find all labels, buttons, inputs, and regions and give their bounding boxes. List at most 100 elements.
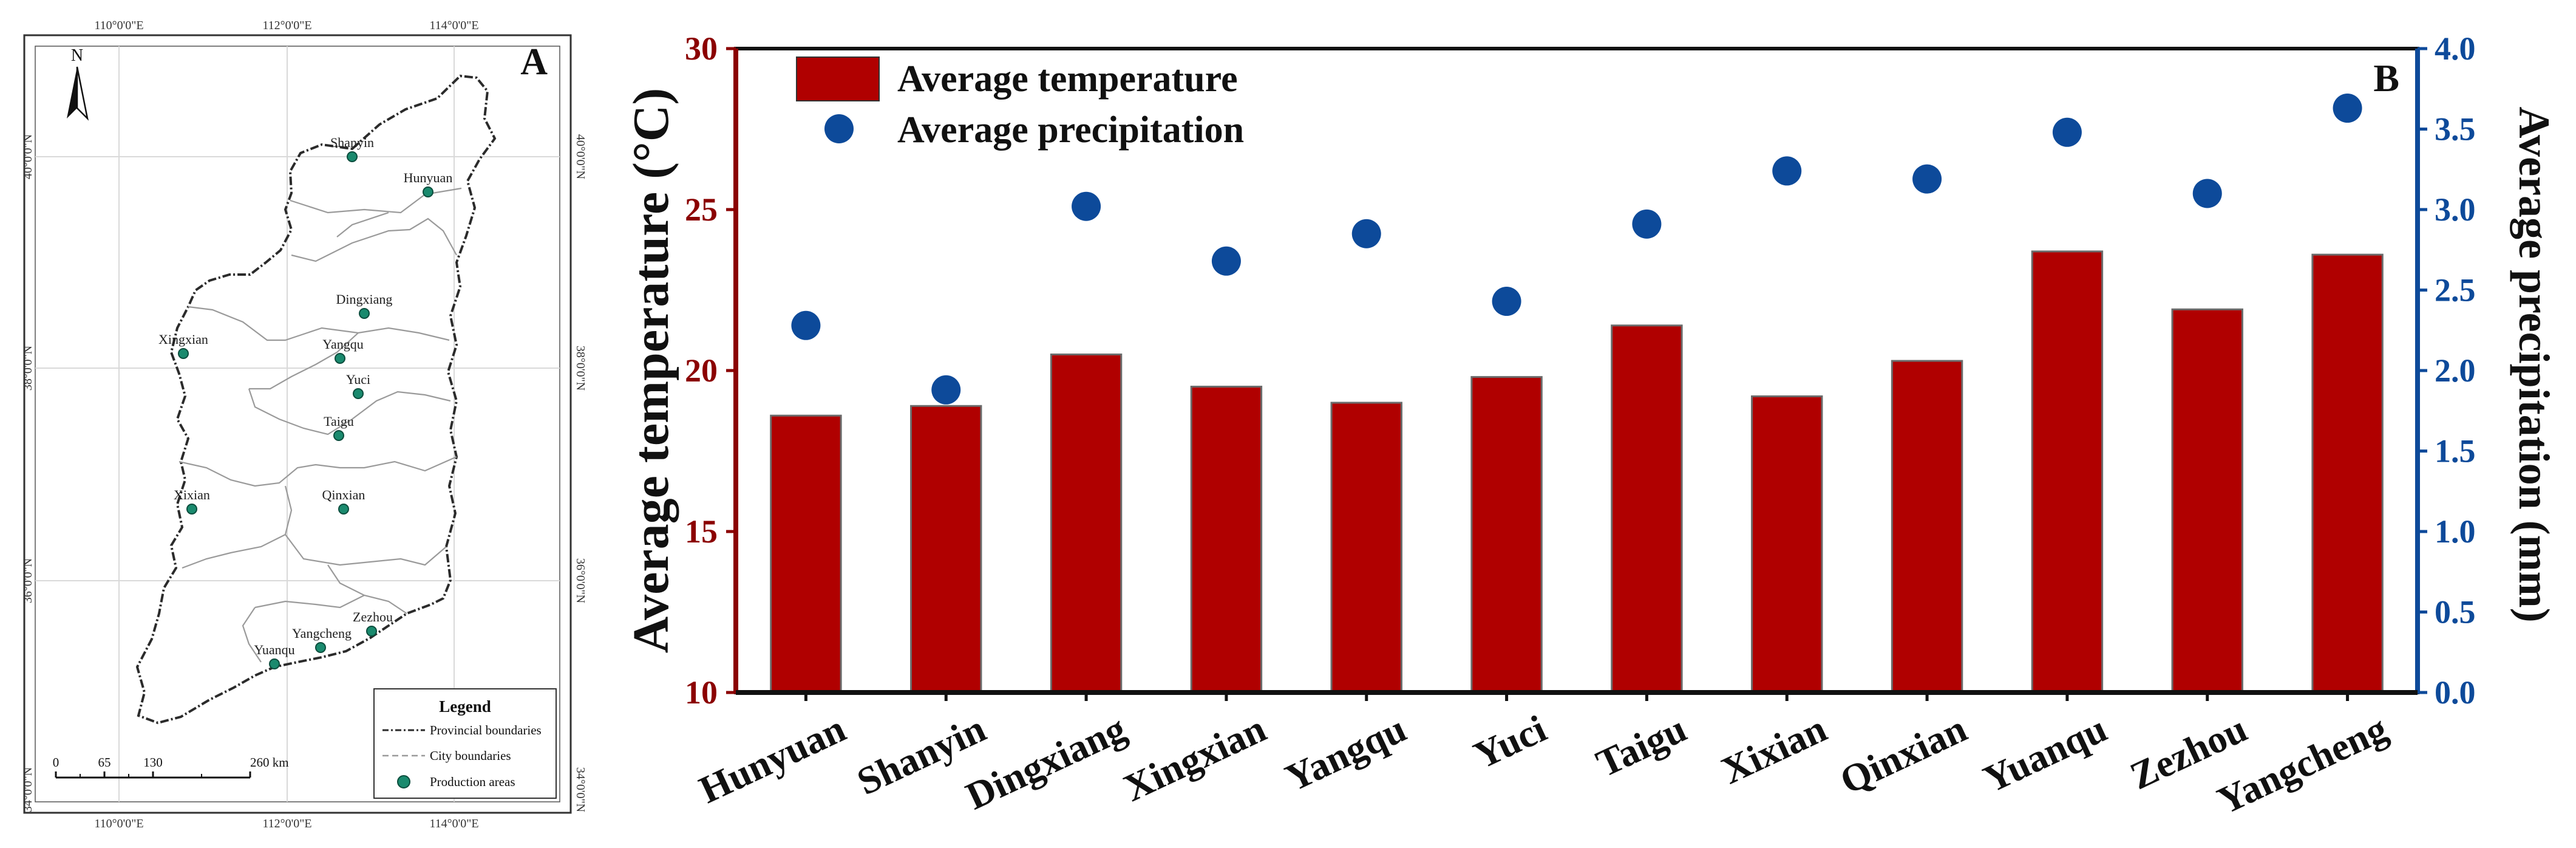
precipitation-point (2052, 117, 2082, 147)
right-tick-label: 0.5 (2435, 594, 2476, 631)
site-marker (186, 504, 197, 515)
site-label: Yuanqu (254, 642, 294, 657)
right-tick-label: 2.5 (2435, 272, 2476, 309)
precipitation-point (2192, 179, 2222, 208)
right-tick-label: 1.0 (2435, 513, 2476, 550)
precipitation-point (931, 375, 961, 405)
lon-label: 110°0'0"E (94, 19, 143, 32)
legend-production: Production areas (430, 774, 515, 789)
lat-label: 40°0'0"N (21, 134, 35, 179)
precipitation-point (791, 310, 821, 340)
map-outer-frame (23, 34, 572, 814)
map-panel: Shanyin Hunyuan Dingxiang Xingxian Yangqu Yuc… (21, 19, 587, 830)
site-label: Hunyuan (404, 170, 453, 185)
precipitation-point (2333, 94, 2362, 123)
scale-tick-label: 130 (143, 755, 163, 770)
legend-title: Legend (439, 697, 491, 716)
legend-provincial: Provincial boundaries (430, 723, 542, 737)
scatter-series (791, 94, 2362, 405)
x-tick-label: Yangqu (1279, 706, 1412, 799)
x-tick-label: Qinxian (1833, 706, 1973, 802)
map-panel-label: A (520, 41, 548, 83)
legend-label-precipitation: Average precipitation (897, 109, 1244, 151)
site-marker (333, 430, 344, 441)
legend-city: City boundaries (430, 748, 511, 763)
chart-panel-label: B (2373, 56, 2399, 100)
site-marker (353, 388, 364, 399)
site-marker (338, 504, 349, 515)
lon-label: 112°0'0"E (262, 817, 311, 830)
left-tick-label: 10 (685, 674, 718, 711)
site-marker (359, 308, 370, 319)
scale-tick-label: 260 km (250, 755, 289, 770)
precipitation-point (1632, 209, 1662, 239)
x-tick-label: Xingxian (1117, 706, 1273, 810)
site-label: Shanyin (330, 135, 374, 150)
site-marker (178, 348, 189, 359)
graticule (35, 46, 560, 802)
right-tick-label: 2.0 (2435, 352, 2476, 389)
lat-label: 36°0'0"N (574, 558, 587, 603)
lat-label: 38°0'0"N (21, 346, 35, 391)
chart-legend: Average temperature Average precipitatio… (796, 56, 1244, 151)
y-axis-label-right: Average precipitation (mm) (2510, 106, 2558, 622)
precipitation-point (1351, 219, 1381, 248)
right-axis: 0.0 0.5 1.0 1.5 2.0 2.5 3.0 3.5 4.0 (2415, 30, 2476, 711)
temperature-bar (1470, 376, 1543, 694)
scale-tick-label: 65 (98, 755, 111, 770)
site-label: Xixian (174, 487, 210, 502)
lat-labels-right: 40°0'0"N 38°0'0"N 36°0'0"N 34°0'0"N (574, 134, 587, 812)
precipitation-point (1072, 191, 1101, 221)
precipitation-point (1772, 156, 1802, 186)
left-tick-label: 15 (685, 513, 718, 550)
site-marker (366, 626, 377, 637)
site-label: Yangcheng (292, 626, 352, 641)
left-tick-label: 20 (685, 352, 718, 389)
site-marker (423, 186, 433, 197)
temperature-bar (2311, 253, 2384, 694)
precipitation-point (1492, 287, 1521, 316)
north-arrow-icon: N (67, 46, 89, 121)
site-label: Zezhou (353, 609, 393, 624)
lon-labels-bottom: 110°0'0"E 112°0'0"E 114°0'0"E (94, 817, 478, 830)
lat-label: 34°0'0"N (21, 767, 35, 812)
site-marker (315, 642, 326, 653)
site-label: Dingxiang (336, 292, 393, 307)
site-marker (269, 658, 280, 669)
temperature-bar (770, 414, 842, 694)
scale-tick-label: 0 (53, 755, 59, 770)
temperature-bar (1330, 402, 1402, 694)
right-tick-label: 3.5 (2435, 111, 2476, 148)
chart-panel: 10 15 20 25 30 0.0 0.5 1.0 1.5 2.0 2.5 3.0 3.5 4.0 H… (623, 30, 2558, 822)
lon-label: 114°0'0"E (429, 19, 478, 32)
left-tick-label: 25 (685, 191, 718, 228)
north-label: N (71, 46, 83, 65)
temperature-bar (2031, 250, 2104, 694)
site-marker (335, 353, 345, 364)
site-label: Xingxian (158, 332, 208, 347)
lat-label: 34°0'0"N (574, 767, 587, 812)
bar-series (770, 250, 2384, 694)
x-tick-label: Hunyuan (693, 706, 852, 812)
temperature-bar (1891, 360, 1963, 694)
lon-labels-top: 110°0'0"E 112°0'0"E 114°0'0"E (94, 19, 478, 32)
production-sites: Shanyin Hunyuan Dingxiang Xingxian Yangqu Yuc… (158, 135, 452, 669)
lon-label: 112°0'0"E (262, 19, 311, 32)
right-tick-label: 1.5 (2435, 433, 2476, 470)
legend-label-temperature: Average temperature (897, 58, 1238, 100)
map-inner-frame (35, 46, 560, 802)
left-tick-label: 30 (685, 30, 718, 67)
site-label: Taigu (324, 414, 354, 429)
x-tick-label: Xixian (1715, 706, 1833, 792)
lat-label: 36°0'0"N (21, 558, 35, 603)
lat-label: 40°0'0"N (574, 134, 587, 179)
left-axis: 10 15 20 25 30 (685, 30, 738, 711)
temperature-bar (1611, 324, 1683, 694)
site-marker (347, 151, 358, 162)
legend-marker-precipitation (824, 114, 854, 143)
temperature-bar (910, 405, 982, 694)
city-boundaries (178, 187, 462, 663)
scale-bar: 0 65 130 260 km (53, 755, 289, 779)
site-label: Yuci (346, 372, 370, 387)
